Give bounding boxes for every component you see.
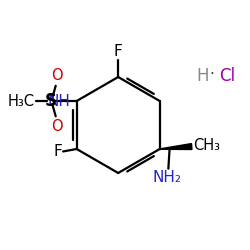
Text: F: F bbox=[114, 44, 122, 59]
Text: NH: NH bbox=[48, 94, 70, 108]
Text: O: O bbox=[51, 68, 63, 83]
Text: Cl: Cl bbox=[219, 67, 235, 85]
Text: ·: · bbox=[209, 67, 214, 82]
Text: O: O bbox=[51, 119, 63, 134]
Text: F: F bbox=[53, 144, 62, 159]
Text: CH₃: CH₃ bbox=[193, 138, 220, 153]
Text: H: H bbox=[197, 67, 209, 85]
Text: NH₂: NH₂ bbox=[152, 170, 182, 185]
Polygon shape bbox=[161, 144, 192, 150]
Text: S: S bbox=[45, 92, 57, 110]
Text: H₃C: H₃C bbox=[8, 94, 35, 108]
